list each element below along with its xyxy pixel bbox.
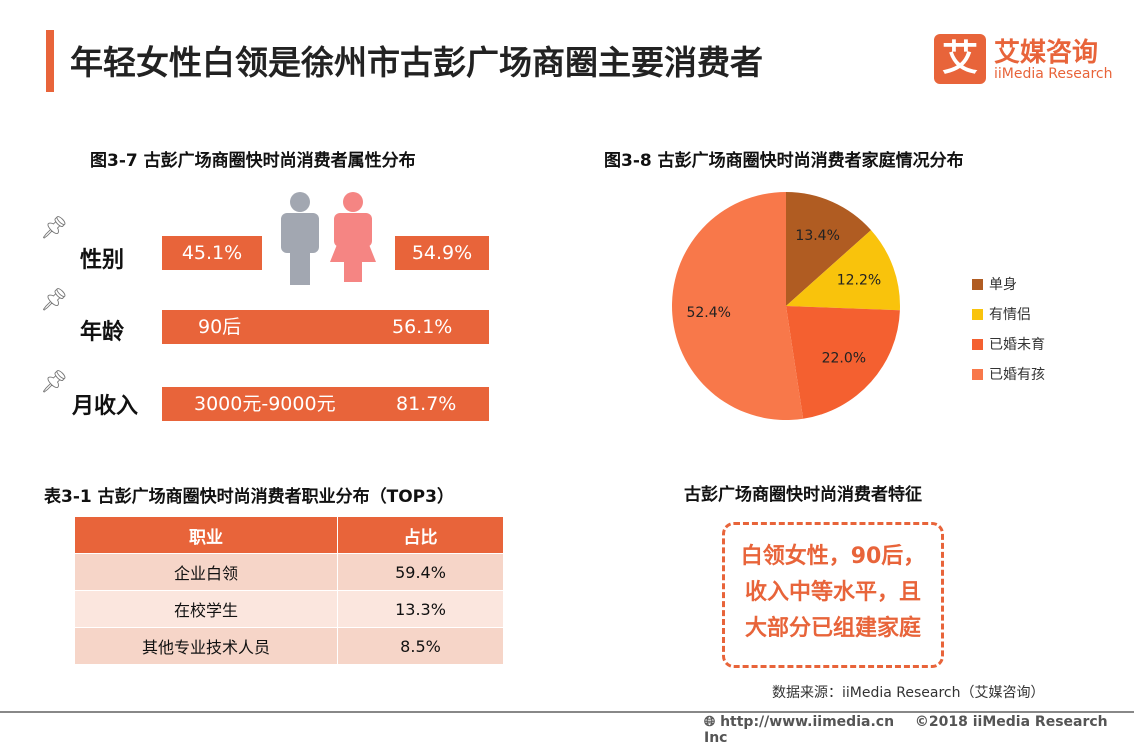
- legend-item: 单身: [972, 269, 1045, 299]
- age-pct: 56.1%: [392, 316, 453, 338]
- cell-share: 8.5%: [337, 627, 504, 665]
- feature-box: 白领女性，90后， 收入中等水平，且 大部分已组建家庭: [722, 522, 944, 668]
- logo-cn: 艾媒咨询: [994, 38, 1099, 68]
- feature-line: 白领女性，90后，: [740, 544, 926, 569]
- legend-swatch: [972, 308, 983, 320]
- logo-icon: 艾: [934, 34, 986, 84]
- feature-title: 古彭广场商圈快时尚消费者特征: [684, 485, 922, 505]
- legend-swatch: [972, 368, 983, 380]
- pie-data-label: 12.2%: [837, 273, 881, 289]
- table-row: 企业白领 59.4%: [74, 553, 504, 591]
- logo-en: iiMedia Research: [994, 66, 1113, 82]
- pie-chart: 13.4% 12.2% 22.0% 52.4%: [672, 192, 900, 420]
- legend-item: 已婚有孩: [972, 359, 1045, 389]
- cell-share: 59.4%: [337, 553, 504, 591]
- pin-icon: 📌︎: [40, 370, 68, 395]
- table-row: 在校学生 13.3%: [74, 590, 504, 628]
- pie-slice: [786, 306, 900, 419]
- table-row: 其他专业技术人员 8.5%: [74, 627, 504, 665]
- footer-divider: [0, 711, 1134, 713]
- feature-line: 大部分已组建家庭: [744, 616, 921, 641]
- pie-slice: [786, 192, 872, 306]
- row-label-age: 年龄: [80, 320, 125, 345]
- legend-item: 有情侣: [972, 299, 1045, 329]
- cell-share: 13.3%: [337, 590, 504, 628]
- female-icon: [330, 192, 376, 282]
- pie-data-label: 52.4%: [686, 305, 730, 321]
- row-label-gender: 性别: [80, 248, 125, 273]
- globe-icon: 🌐︎: [704, 714, 716, 730]
- income-pct: 81.7%: [396, 393, 457, 415]
- row-label-income: 月收入: [72, 394, 139, 419]
- legend-swatch: [972, 278, 983, 290]
- legend-swatch: [972, 338, 983, 350]
- table31-title: 表3-1 古彭广场商圈快时尚消费者职业分布（TOP3）: [44, 487, 454, 507]
- cell-occupation: 企业白领: [74, 553, 338, 591]
- pie-data-label: 13.4%: [795, 228, 839, 244]
- female-pct-bar: 54.9%: [395, 236, 489, 270]
- male-pct-bar: 45.1%: [162, 236, 262, 270]
- age-value: 90后: [198, 316, 242, 338]
- age-bar: 90后 56.1%: [162, 310, 489, 344]
- male-icon: [281, 192, 319, 285]
- income-bar: 3000元-9000元 81.7%: [162, 387, 489, 421]
- legend-label: 单身: [989, 277, 1017, 293]
- cell-occupation: 在校学生: [74, 590, 338, 628]
- feature-line: 收入中等水平，且: [744, 580, 921, 605]
- gender-figures-icon: [281, 192, 376, 285]
- occupation-table: 职业 占比 企业白领 59.4% 在校学生 13.3% 其他专业技术人员 8.5%: [74, 516, 504, 665]
- legend-label: 已婚有孩: [989, 367, 1045, 383]
- data-source: 数据来源：iiMedia Research（艾媒咨询）: [772, 685, 1045, 701]
- footer: 🌐︎ http://www.iimedia.cn ©2018 iiMedia R…: [704, 714, 1134, 746]
- pin-icon: 📌︎: [40, 216, 68, 241]
- title-accent-bar: [46, 30, 54, 92]
- legend-label: 已婚未育: [989, 337, 1045, 353]
- legend-item: 已婚未育: [972, 329, 1045, 359]
- col-header-occupation: 职业: [74, 516, 338, 554]
- pie-slice: [786, 230, 900, 311]
- income-value: 3000元-9000元: [194, 393, 336, 415]
- legend-label: 有情侣: [989, 307, 1031, 323]
- footer-url[interactable]: http://www.iimedia.cn: [720, 714, 895, 730]
- page-title: 年轻女性白领是徐州市古彭广场商圈主要消费者: [70, 43, 763, 82]
- pie-slice: [672, 192, 804, 420]
- fig37-title: 图3-7 古彭广场商圈快时尚消费者属性分布: [90, 151, 416, 171]
- pin-icon: 📌︎: [40, 288, 68, 313]
- col-header-share: 占比: [337, 516, 504, 554]
- pie-legend: 单身有情侣已婚未育已婚有孩: [972, 269, 1045, 389]
- fig38-title: 图3-8 古彭广场商圈快时尚消费者家庭情况分布: [604, 151, 964, 171]
- pie-data-label: 22.0%: [822, 351, 866, 367]
- cell-occupation: 其他专业技术人员: [74, 627, 338, 665]
